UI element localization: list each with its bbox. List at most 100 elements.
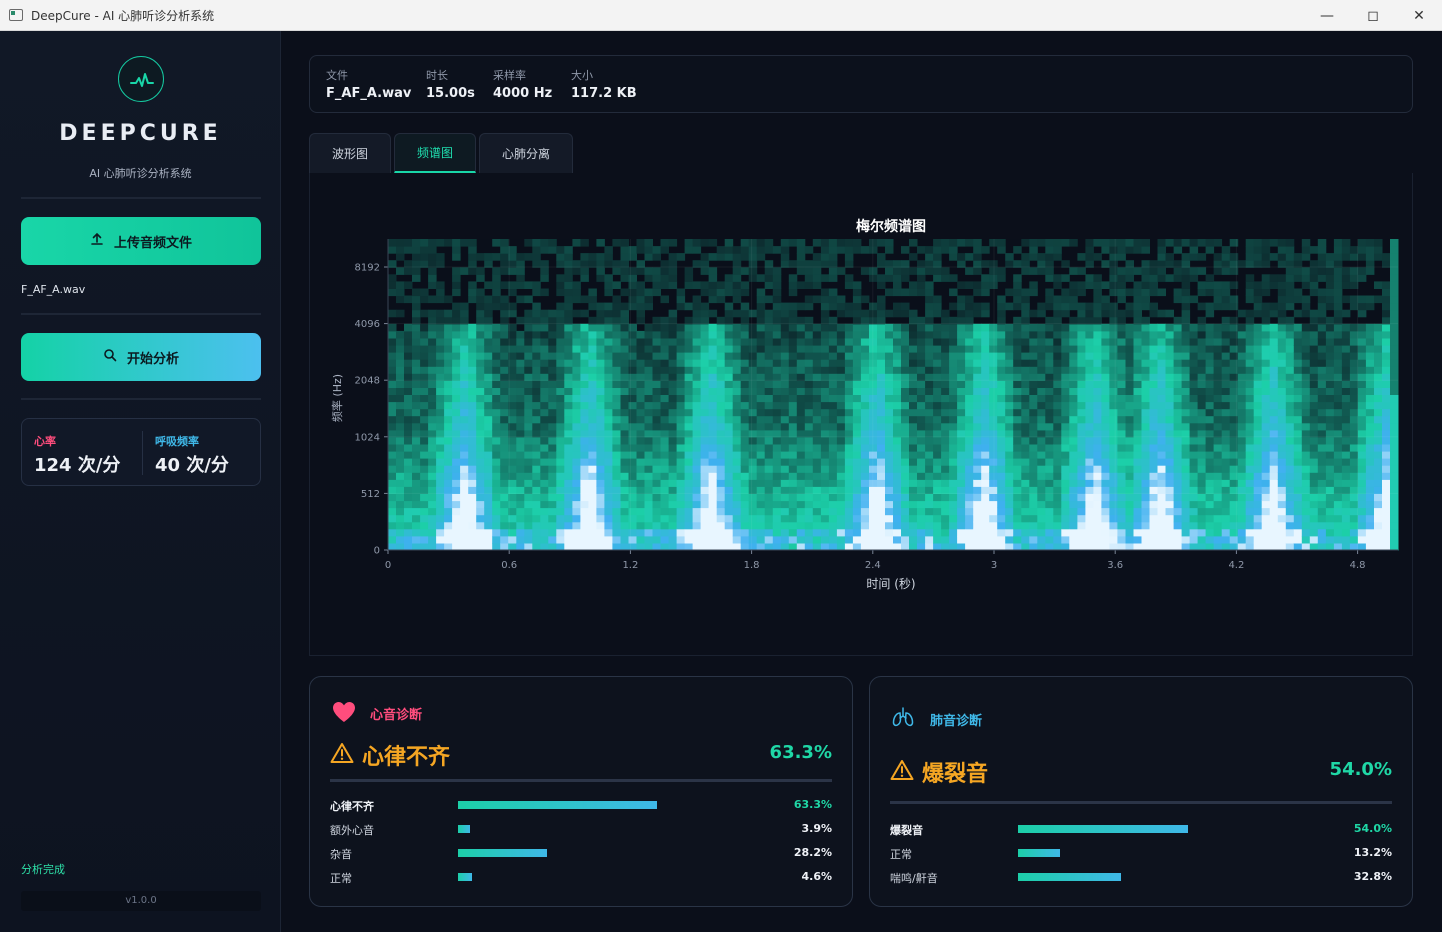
logo-icon [118,56,164,102]
heart-rate-value: 124 次/分 [34,455,121,476]
view-tabs: 波形图 频谱图 心肺分离 [309,133,576,173]
x-tick-label: 1.2 [622,560,638,571]
brand-name: DEEPCURE [59,121,222,146]
heart-probability-row: 正常 4.6% [330,868,832,886]
lung-probability-value: 32.8% [1353,870,1392,883]
heart-probability-bar [458,801,658,809]
resp-rate-label: 呼吸频率 [155,435,199,448]
size-value: 117.2 KB [571,86,637,101]
respiratory-rate: 呼吸频率 40 次/分 [155,433,229,477]
lung-probability-row: 爆裂音 54.0% [890,820,1392,838]
lung-class-name: 喘鸣/鼾音 [890,872,938,885]
file-info: 文件 F_AF_A.wav [326,67,411,101]
divider [21,313,261,315]
x-axis-label: 时间 (秒) [866,577,915,591]
selected-filename: F_AF_A.wav [21,283,86,296]
lung-result-text: 爆裂音 [922,762,989,787]
heart-probability-row: 额外心音 3.9% [330,820,832,838]
y-tick-label: 4096 [355,319,380,330]
divider [21,398,261,400]
heart-probability-row: 心律不齐 63.3% [330,796,832,814]
file-label: 文件 [326,69,348,82]
x-tick-label: 4.2 [1228,560,1244,571]
heart-result: 心律不齐 [330,739,450,771]
tab-separation[interactable]: 心肺分离 [479,133,574,173]
status-text: 分析完成 [21,863,65,876]
maximize-icon[interactable]: ◻ [1367,7,1379,24]
window-titlebar: DeepCure - AI 心肺听诊分析系统 — ◻ ✕ [0,0,1442,31]
heart-probability-bar [458,825,471,833]
lung-confidence: 54.0% [1329,759,1392,780]
app-icon [9,9,23,21]
tab-spectrogram[interactable]: 频谱图 [394,133,477,173]
duration-label: 时长 [426,69,448,82]
heart-class-name: 杂音 [330,848,352,861]
heart-class-name: 额外心音 [330,824,374,837]
lung-probability-bar [1018,825,1189,833]
upload-button[interactable]: 上传音频文件 [21,217,261,265]
heart-rate: 心率 124 次/分 [34,433,120,477]
lung-probability-value: 13.2% [1353,846,1392,859]
y-tick-label: 512 [361,489,380,500]
lung-card-title: 肺音诊断 [930,714,983,729]
heart-class-name: 正常 [330,872,352,885]
x-tick-label: 2.4 [865,560,881,571]
lung-probability-row: 喘鸣/鼾音 32.8% [890,868,1392,886]
heart-probability-value: 63.3% [793,798,832,811]
lung-probability-value: 54.0% [1353,822,1392,835]
file-value: F_AF_A.wav [326,86,412,101]
chart-title: 梅尔频谱图 [856,218,926,235]
heart-confidence: 63.3% [769,742,832,763]
version-label: v1.0.0 [21,891,261,911]
heart-probability-bar [458,873,473,881]
duration-info: 时长 15.00s [426,67,475,101]
sample-rate-info: 采样率 4000 Hz [493,67,552,101]
spectrogram-chart: 梅尔频谱图 0 0.6 1.2 1.8 2.4 3 3.6 4.2 4.8 0 512 1024 204… [330,218,1399,591]
close-icon[interactable]: ✕ [1413,7,1425,24]
x-tick-label: 0 [385,560,391,571]
y-tick-label: 8192 [355,262,380,273]
x-tick-label: 1.8 [744,560,760,571]
brand-subtitle: AI 心肺听诊分析系统 [89,167,192,180]
search-icon [103,348,117,366]
heart-probability-row: 杂音 28.2% [330,844,832,862]
x-tick-label: 0.6 [501,560,517,571]
lung-probability-bar [1018,849,1060,857]
heart-class-name: 心律不齐 [330,800,374,813]
warning-icon [330,743,354,770]
lung-probability-bar [1018,873,1122,881]
sidebar: DEEPCURE AI 心肺听诊分析系统 上传音频文件 F_AF_A.wav 开… [0,31,281,932]
vitals-panel: 心率 124 次/分 呼吸频率 40 次/分 [21,418,261,486]
heart-probability-bar [458,849,547,857]
heart-probability-value: 28.2% [793,846,832,859]
upload-button-label: 上传音频文件 [113,235,192,251]
y-tick-label: 0 [374,546,380,557]
warning-icon [890,760,914,787]
heart-result-text: 心律不齐 [362,745,451,770]
lungs-icon [892,707,914,731]
divider [21,197,261,199]
heart-card-title: 心音诊断 [370,708,423,723]
x-tick-label: 3 [991,560,997,571]
resp-rate-value: 40 次/分 [155,455,229,476]
spectrogram-heatmap [388,239,1399,551]
lung-probability-row: 正常 13.2% [890,844,1392,862]
lung-class-name: 正常 [890,848,912,861]
sample-rate-label: 采样率 [493,69,526,82]
tab-waveform[interactable]: 波形图 [309,133,392,173]
window-title: DeepCure - AI 心肺听诊分析系统 [31,8,215,23]
analyze-button[interactable]: 开始分析 [21,333,261,381]
heart-icon [332,701,356,727]
heart-diagnosis-card: 心音诊断 心律不齐 63.3% 心律不齐 63.3% 额外心音 3.9% 杂音 28.2%… [309,676,853,907]
lung-diagnosis-card: 肺音诊断 爆裂音 54.0% 爆裂音 54.0% 正常 13.2% 喘鸣/鼾音 32.8% [869,676,1413,907]
x-tick-label: 3.6 [1107,560,1123,571]
minimize-icon[interactable]: — [1320,7,1334,24]
y-axis-label: 频率 (Hz) [330,374,344,422]
analyze-button-label: 开始分析 [126,351,179,367]
duration-value: 15.00s [426,86,475,101]
x-tick-label: 4.8 [1350,560,1366,571]
spectrogram-panel: 梅尔频谱图 0 0.6 1.2 1.8 2.4 3 3.6 4.2 4.8 0 512 1024 204… [309,173,1413,656]
upload-icon [90,232,104,250]
heart-probability-value: 3.9% [801,822,832,835]
sample-rate-value: 4000 Hz [493,86,553,101]
